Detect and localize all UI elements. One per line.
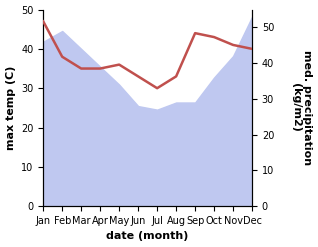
Y-axis label: med. precipitation
(kg/m2): med. precipitation (kg/m2) [291, 50, 313, 165]
Y-axis label: max temp (C): max temp (C) [5, 66, 16, 150]
X-axis label: date (month): date (month) [107, 231, 189, 242]
